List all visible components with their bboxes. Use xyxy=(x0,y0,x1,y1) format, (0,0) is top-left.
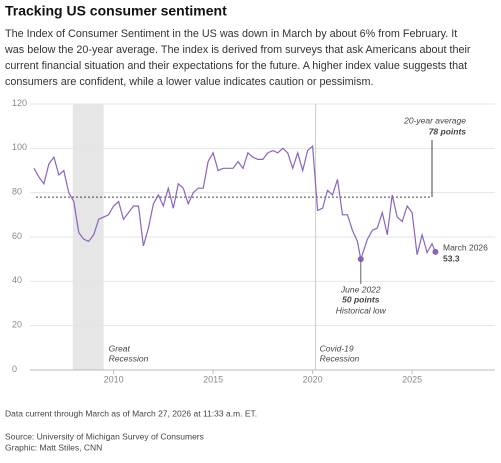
last-value: 53.3 xyxy=(443,253,460,263)
average-label: 20-year average xyxy=(403,115,466,125)
note: Graphic: Matt Stiles, CNN xyxy=(5,442,102,452)
subtitle: current financial situation and their ex… xyxy=(5,60,467,72)
y-tick-label: 0 xyxy=(12,364,17,374)
subtitle: The Index of Consumer Sentiment in the U… xyxy=(5,28,457,40)
note: Source: University of Michigan Survey of… xyxy=(5,431,204,441)
chart-title: Tracking US consumer sentiment xyxy=(5,3,227,19)
y-tick-label: 100 xyxy=(12,142,27,152)
y-tick-label: 60 xyxy=(12,231,22,241)
average-value: 78 points xyxy=(429,126,467,136)
highlight-point xyxy=(432,248,439,255)
event-label: Covid-19 xyxy=(320,343,354,353)
y-tick-label: 20 xyxy=(12,320,22,330)
recession-label: Recession xyxy=(109,353,149,363)
x-tick-label: 2010 xyxy=(104,374,124,384)
x-tick-label: 2025 xyxy=(402,374,422,384)
sentiment-line xyxy=(33,144,436,262)
y-tick-label: 80 xyxy=(12,187,22,197)
event-label: Recession xyxy=(320,353,360,363)
x-tick-label: 2015 xyxy=(203,374,223,384)
y-tick-label: 120 xyxy=(12,98,27,108)
low-note: Historical low xyxy=(336,305,387,315)
y-tick-label: 40 xyxy=(12,275,22,285)
note: Data current through March as of March 2… xyxy=(5,408,257,418)
low-date: June 2022 xyxy=(340,284,381,294)
subtitle: was below the 20-year average. The index… xyxy=(4,44,471,56)
x-tick-label: 2020 xyxy=(303,374,323,384)
recession-label: Great xyxy=(109,343,131,353)
last-date: March 2026 xyxy=(443,242,488,252)
subtitle: consumers are confident, while a lower v… xyxy=(5,76,373,88)
low-value: 50 points xyxy=(342,294,380,304)
